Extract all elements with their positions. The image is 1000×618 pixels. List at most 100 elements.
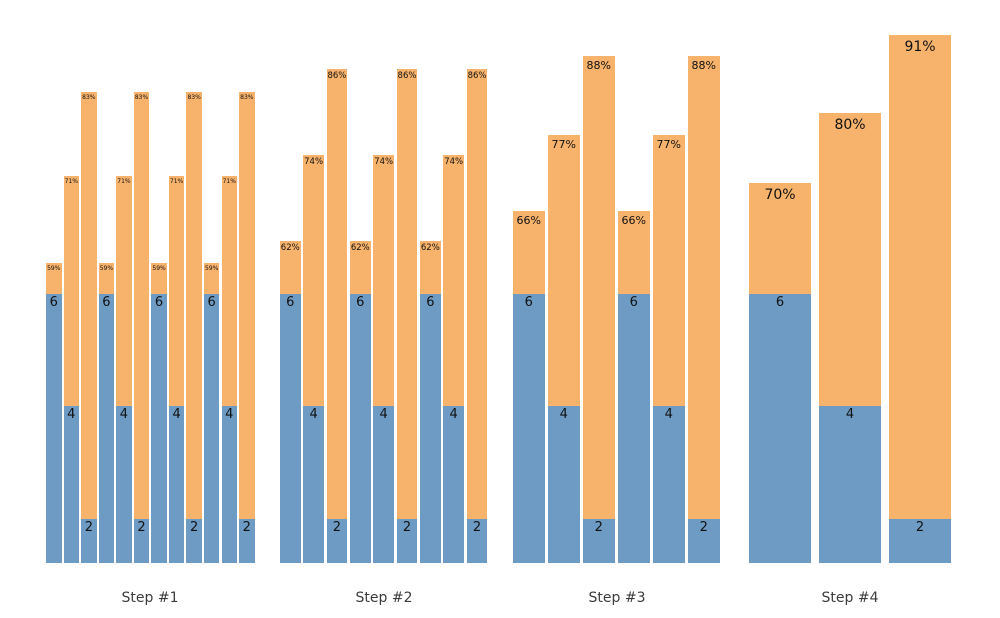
group-label-step-1: Step #1 bbox=[121, 590, 179, 606]
bar-base-value-label: 4 bbox=[119, 407, 129, 422]
bar-base-segment bbox=[303, 406, 324, 563]
bar-base-segment bbox=[186, 518, 202, 563]
bar-base-segment bbox=[688, 518, 720, 563]
bar-base-value-label: 6 bbox=[207, 294, 216, 310]
bar-base-segment bbox=[133, 518, 150, 563]
bar: 83% 2 bbox=[186, 92, 202, 563]
bar-base-segment bbox=[98, 293, 115, 563]
bar: 62% 6 bbox=[420, 240, 441, 563]
bar-base-segment bbox=[373, 406, 394, 563]
bar-base-value-label: 2 bbox=[137, 519, 146, 535]
bar: 88% 2 bbox=[688, 56, 720, 563]
bar-base-value-label: 6 bbox=[102, 294, 111, 310]
bar-base-value-label: 2 bbox=[332, 519, 342, 535]
bar-base-segment bbox=[221, 406, 237, 563]
bar-base-value-label: 4 bbox=[172, 407, 181, 422]
bar-base-segment bbox=[239, 518, 255, 563]
bar-percent-label: 66% bbox=[516, 214, 541, 228]
bar-percent-label: 62% bbox=[350, 243, 370, 254]
bar-percent-label: 83% bbox=[240, 94, 254, 101]
bar-percent-label: 77% bbox=[551, 137, 576, 151]
bar-percent-label: 74% bbox=[374, 157, 394, 168]
bar-percent-label: 62% bbox=[280, 243, 300, 254]
bar-base-segment bbox=[889, 518, 951, 563]
bar-percent-label: 71% bbox=[64, 178, 78, 185]
bar-base-segment bbox=[548, 406, 580, 563]
bar-percent-label: 59% bbox=[152, 264, 166, 272]
bar-percent-label: 86% bbox=[397, 71, 417, 82]
bar: 59% 6 bbox=[151, 262, 167, 563]
bar: 59% 6 bbox=[203, 262, 220, 563]
bar: 71% 4 bbox=[116, 176, 132, 563]
bar-percent-label: 83% bbox=[82, 94, 96, 101]
bar-base-value-label: 4 bbox=[379, 407, 388, 422]
bar-base-value-label: 6 bbox=[524, 294, 533, 310]
bar: 86% 2 bbox=[396, 68, 418, 563]
bar-base-value-label: 2 bbox=[84, 519, 93, 535]
bar-base-value-label: 6 bbox=[286, 294, 295, 310]
bar-base-value-label: 6 bbox=[426, 294, 435, 310]
bar-base-value-label: 4 bbox=[449, 407, 458, 422]
bar-base-segment bbox=[420, 293, 441, 563]
bar-percent-label: 88% bbox=[691, 59, 716, 73]
bar-base-segment bbox=[46, 293, 62, 563]
bar-base-segment bbox=[116, 406, 132, 563]
bar-percent-label: 83% bbox=[187, 94, 201, 101]
bar-base-value-label: 2 bbox=[699, 519, 708, 535]
bar: 62% 6 bbox=[350, 240, 371, 563]
bar-base-value-label: 2 bbox=[402, 519, 412, 535]
bar: 59% 6 bbox=[98, 262, 115, 563]
bar: 77% 4 bbox=[653, 134, 685, 563]
bar-base-segment bbox=[151, 293, 167, 563]
bar-base-segment bbox=[326, 518, 348, 563]
bar: 66% 6 bbox=[513, 211, 545, 563]
bar: 66% 6 bbox=[618, 211, 650, 563]
bar-base-value-label: 6 bbox=[49, 294, 58, 310]
bar-percent-label: 74% bbox=[304, 157, 324, 168]
bar-base-value-label: 4 bbox=[67, 407, 76, 422]
bar: 83% 2 bbox=[81, 92, 97, 563]
bar-base-segment bbox=[396, 518, 418, 563]
bar-base-value-label: 4 bbox=[309, 407, 318, 422]
bar-base-value-label: 6 bbox=[356, 294, 365, 310]
bar-base-segment bbox=[653, 406, 685, 563]
bar-base-value-label: 4 bbox=[845, 407, 855, 422]
bar-base-segment bbox=[749, 293, 811, 563]
bar: 71% 4 bbox=[63, 176, 80, 563]
bar-base-segment bbox=[203, 293, 220, 563]
bar-percent-label: 91% bbox=[904, 39, 936, 55]
bar: 91% 2 bbox=[889, 35, 951, 563]
bar-base-segment bbox=[513, 293, 545, 563]
bar-percent-label: 80% bbox=[834, 116, 866, 133]
bar-base-value-label: 4 bbox=[559, 407, 568, 422]
bar-percent-label: 66% bbox=[621, 214, 646, 228]
bar: 80% 4 bbox=[819, 112, 881, 563]
group-label-step-2: Step #2 bbox=[355, 590, 413, 606]
bar-base-segment bbox=[63, 406, 80, 563]
bar-base-value-label: 4 bbox=[664, 407, 673, 422]
bar-base-segment bbox=[168, 406, 185, 563]
bar-base-value-label: 2 bbox=[472, 519, 482, 535]
bar: 83% 2 bbox=[239, 92, 255, 563]
bar: 62% 6 bbox=[280, 240, 301, 563]
bar: 71% 4 bbox=[168, 176, 185, 563]
bar: 86% 2 bbox=[466, 68, 488, 563]
bar: 77% 4 bbox=[548, 134, 580, 563]
bar-base-value-label: 6 bbox=[775, 294, 785, 310]
bar: 74% 4 bbox=[303, 154, 324, 563]
bar: 74% 4 bbox=[373, 154, 394, 563]
bar-base-value-label: 6 bbox=[629, 294, 638, 310]
bar-percent-label: 71% bbox=[117, 178, 131, 185]
bar-percent-label: 59% bbox=[99, 264, 114, 272]
bar-percent-label: 83% bbox=[134, 94, 149, 101]
bar-base-segment bbox=[466, 518, 488, 563]
bar-base-segment bbox=[350, 293, 371, 563]
bar: 70% 6 bbox=[749, 182, 811, 563]
bar-base-value-label: 2 bbox=[594, 519, 603, 535]
bar-percent-label: 59% bbox=[205, 264, 219, 272]
bar: 88% 2 bbox=[583, 56, 615, 563]
bar-percent-label: 70% bbox=[764, 186, 796, 203]
bar-base-segment bbox=[819, 406, 881, 563]
bar-base-value-label: 2 bbox=[190, 519, 199, 535]
